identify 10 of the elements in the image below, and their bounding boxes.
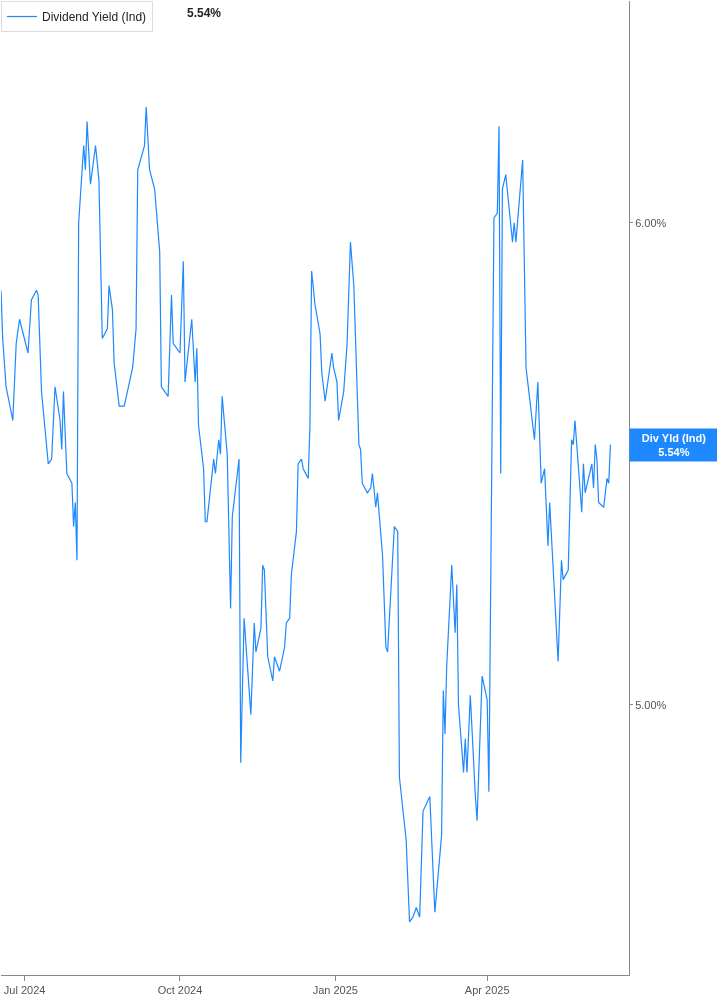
y-tick-label: 6.00% — [635, 216, 667, 229]
x-tick-label: Apr 2025 — [464, 984, 510, 997]
annotation: 5.54% — [187, 6, 222, 20]
x-tick-label: Jul 2024 — [3, 984, 46, 997]
y-tick-label: 5.00% — [635, 698, 667, 711]
line-series — [1, 106, 612, 923]
text: Div Yld (Ind) 5.54% — [641, 432, 707, 459]
x-tick-label: Oct 2024 — [157, 984, 203, 997]
x-tick-label: Jan 2025 — [312, 984, 358, 997]
legend-label: Dividend Yield (Ind) — [42, 10, 147, 25]
